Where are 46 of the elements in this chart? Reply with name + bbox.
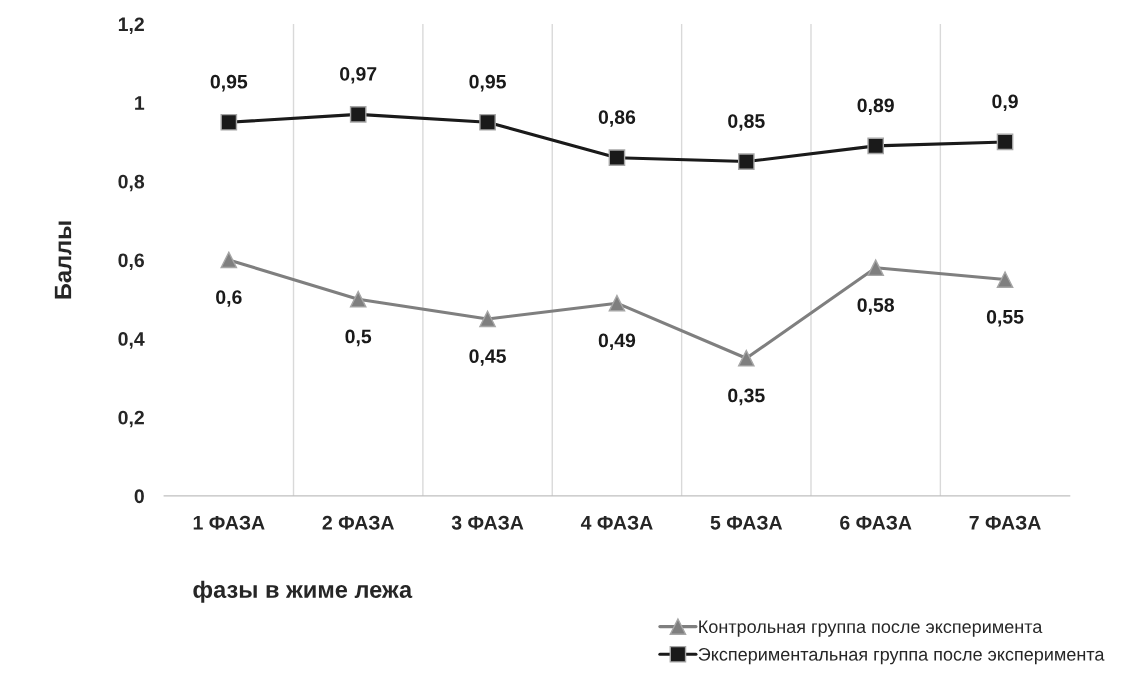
point [996, 133, 1014, 151]
point [867, 137, 885, 155]
data-label: 0,35 [728, 388, 765, 406]
x-tick-label: 1 ФАЗА [193, 515, 265, 530]
data-label: 0,9 [992, 94, 1018, 112]
data-label: 0,55 [986, 309, 1024, 327]
data-label: 0,95 [210, 74, 248, 92]
x-tick-label: 5 ФАЗА [710, 515, 783, 530]
point [349, 290, 367, 308]
x-tick-label: 7 ФАЗА [969, 515, 1041, 530]
legend-label: Экспериментальная группа после эксперимента [698, 647, 1105, 665]
y-tick-label: 0,4 [118, 332, 145, 349]
data-label: 0,58 [857, 298, 895, 315]
point [349, 106, 367, 123]
point [867, 259, 885, 277]
y-tick-label: 0 [134, 489, 144, 504]
data-label: 0,97 [340, 66, 377, 84]
data-label: 0,49 [598, 333, 636, 351]
data-label: 0,95 [469, 74, 506, 92]
data-label: 0,89 [857, 98, 894, 116]
y-tick-label: 0,2 [118, 410, 144, 428]
data-label: 0,6 [216, 290, 242, 307]
data-label: 0,45 [469, 349, 506, 366]
x-tick-label: 6 ФАЗА [840, 515, 912, 530]
y-tick-label: 0,8 [118, 174, 145, 192]
x-tick-label: 3 ФАЗА [451, 515, 524, 530]
point [737, 349, 755, 367]
point [220, 251, 238, 269]
point [608, 149, 626, 166]
data-label: 0,5 [345, 329, 372, 347]
point [479, 113, 496, 131]
y-tick-label: 1 [135, 96, 145, 110]
point [220, 113, 238, 131]
data-label: 0,85 [728, 114, 765, 131]
x-tick-label: 2 ФАЗА [322, 515, 394, 530]
legend-label: Контрольная группа после эксперимента [699, 620, 1043, 637]
point [737, 153, 755, 170]
point [608, 294, 626, 312]
point [479, 310, 496, 328]
y-tick-label: 0,6 [118, 253, 144, 270]
data-label: 0,86 [598, 110, 636, 127]
point [996, 271, 1014, 288]
x-axis-title: фазы в жиме лежа [193, 580, 413, 603]
y-axis-title: Баллы [54, 221, 72, 299]
x-tick-label: 4 ФАЗА [580, 515, 653, 530]
y-tick-label: 1,2 [118, 17, 144, 34]
